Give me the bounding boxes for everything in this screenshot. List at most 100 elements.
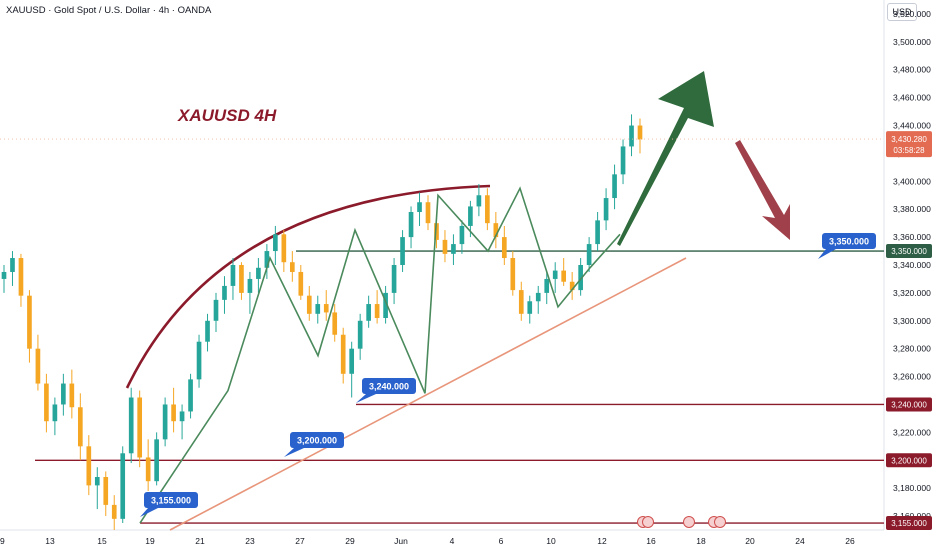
candle-body: [145, 457, 151, 482]
candle-body: [264, 251, 270, 268]
candle-body: [239, 265, 244, 293]
x-tick-label: 21: [195, 536, 205, 546]
y-tick-label: 3,300.000: [893, 316, 931, 326]
candle-body: [620, 146, 626, 175]
candle-body: [188, 379, 193, 412]
level-price-text: 3,350.000: [891, 247, 927, 256]
candle-body: [77, 407, 83, 447]
x-tick-label: 29: [345, 536, 355, 546]
candle-body: [544, 278, 550, 293]
callout-box[interactable]: [362, 378, 416, 394]
candle-body: [569, 281, 575, 291]
currency-selector[interactable]: USD: [887, 3, 917, 21]
x-tick-label: 16: [646, 536, 656, 546]
candle-body: [230, 265, 236, 286]
candle-body: [425, 202, 431, 224]
rising-trend-line[interactable]: [169, 257, 687, 531]
candle-body: [247, 278, 253, 293]
candle-body: [298, 271, 304, 296]
candle-body: [222, 285, 227, 300]
y-tick-label: 3,500.000: [893, 37, 931, 47]
candle-body: [442, 239, 448, 254]
candle-body: [52, 404, 58, 422]
candle-body: [171, 404, 176, 422]
candle-body: [400, 237, 405, 265]
y-tick-label: 3,380.000: [893, 204, 931, 214]
candle-body: [162, 404, 168, 440]
economic-event-markers[interactable]: [637, 516, 726, 528]
y-tick-label: 3,280.000: [893, 344, 931, 354]
candle-body: [501, 237, 507, 259]
candle-body: [289, 262, 295, 272]
x-tick-label: 24: [795, 536, 805, 546]
x-tick-label: 9: [0, 536, 5, 546]
candle-body: [61, 383, 66, 405]
y-tick-label: 3,360.000: [893, 232, 931, 242]
candle-body: [493, 223, 499, 238]
callout-tail: [140, 508, 158, 517]
x-tick-label: 12: [597, 536, 607, 546]
x-tick-label: 6: [499, 536, 504, 546]
candle-body: [273, 234, 278, 252]
candle-body: [552, 270, 558, 279]
candle-body: [637, 125, 643, 140]
candlesticks: [1, 114, 643, 530]
callout-tail: [356, 394, 376, 403]
candle-body: [205, 320, 210, 342]
x-tick-label: 26: [845, 536, 855, 546]
x-tick-label: 20: [745, 536, 755, 546]
candle-body: [586, 244, 592, 265]
callout-label: 3,350.000: [829, 237, 869, 247]
current-price-text: 3,430.280: [891, 135, 927, 144]
level-price-tag: [886, 244, 932, 259]
candle-body: [535, 292, 541, 302]
candle-body: [578, 265, 583, 291]
candle-body: [86, 446, 92, 486]
candle-body: [179, 411, 185, 422]
candle-body: [306, 295, 312, 314]
candle-body: [103, 477, 109, 505]
callout-box[interactable]: [144, 492, 198, 508]
y-tick-label: 3,460.000: [893, 93, 931, 103]
resistance-arc[interactable]: [125, 184, 491, 389]
zigzag-pattern[interactable]: [139, 186, 621, 524]
level-price-tag: [886, 516, 932, 531]
x-tick-label: 15: [97, 536, 107, 546]
callout-box[interactable]: [822, 233, 876, 249]
flag-icon[interactable]: [683, 516, 695, 528]
y-tick-label: 3,260.000: [893, 372, 931, 382]
candle-body: [434, 223, 439, 240]
candle-body: [256, 267, 261, 279]
level-price-text: 3,240.000: [891, 400, 927, 409]
candle-body: [69, 383, 75, 408]
bullish-arrow[interactable]: [617, 71, 714, 246]
candle-body: [408, 212, 414, 238]
candle-body: [629, 125, 634, 147]
price-axis[interactable]: 3,160.0003,180.0003,200.0003,220.0003,24…: [893, 9, 931, 521]
y-tick-label: 3,480.000: [893, 65, 931, 75]
x-tick-label: 19: [145, 536, 155, 546]
level-price-tag: [886, 397, 932, 412]
candle-body: [1, 271, 7, 279]
level-callouts: 3,350.000 3,240.000 3,200.000 3,155.000: [140, 233, 876, 517]
x-tick-label: 23: [245, 536, 255, 546]
candle-body: [391, 265, 397, 293]
callout-label: 3,200.000: [297, 436, 337, 446]
callout-label: 3,155.000: [151, 496, 191, 506]
callout-box[interactable]: [290, 432, 344, 448]
bearish-arrow[interactable]: [735, 140, 790, 240]
y-tick-label: 3,180.000: [893, 483, 931, 493]
x-tick-label: 27: [295, 536, 305, 546]
time-axis[interactable]: 9 13 15 19 21 23 27 29 Jun 4 6 10 12 16 18 20 24 26: [0, 536, 855, 546]
y-tick-label: 3,400.000: [893, 176, 931, 186]
callout-tail: [284, 448, 304, 457]
candle-body: [366, 304, 371, 321]
candle-body: [527, 301, 533, 314]
y-tick-label: 3,340.000: [893, 260, 931, 270]
y-tick-label: 3,320.000: [893, 288, 931, 298]
candle-body: [94, 477, 100, 486]
candle-body: [468, 206, 473, 226]
flag-icon[interactable]: [642, 516, 654, 528]
flag-icon[interactable]: [714, 516, 726, 528]
